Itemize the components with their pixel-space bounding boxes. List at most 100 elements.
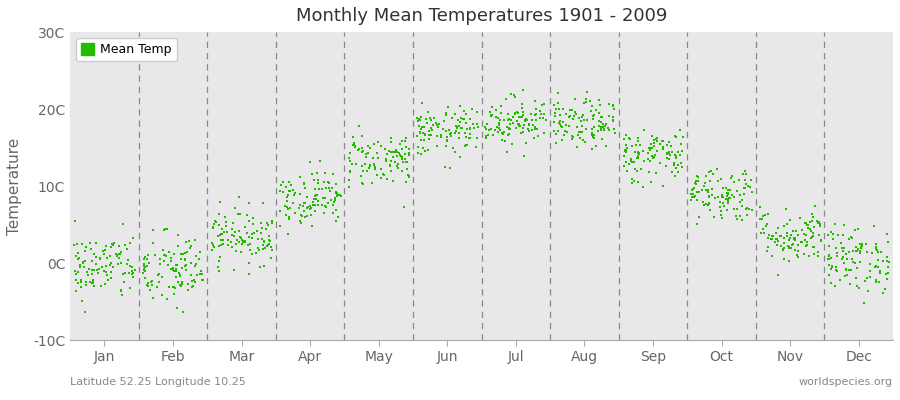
Point — [480, 126, 494, 132]
Point — [647, 137, 662, 143]
Point — [590, 128, 605, 134]
Point — [156, 246, 170, 253]
Point — [399, 159, 413, 165]
Point — [598, 123, 612, 130]
Point — [443, 131, 457, 138]
Point — [279, 184, 293, 190]
Point — [686, 186, 700, 192]
Point — [164, 266, 178, 272]
Point — [175, 265, 189, 271]
Point — [631, 155, 645, 161]
Point — [360, 143, 374, 149]
Point — [298, 214, 312, 220]
Point — [100, 272, 114, 278]
Point — [701, 187, 716, 193]
Point — [551, 128, 565, 134]
Point — [740, 205, 754, 211]
Point — [757, 230, 771, 237]
Point — [192, 256, 206, 262]
Point — [292, 174, 307, 180]
Point — [491, 129, 506, 136]
Point — [829, 244, 843, 251]
Point — [321, 184, 336, 191]
Point — [670, 149, 685, 155]
Point — [256, 239, 271, 246]
Point — [360, 150, 374, 156]
Point — [231, 239, 246, 245]
Point — [631, 179, 645, 186]
Point — [708, 195, 723, 201]
Point — [386, 154, 400, 160]
Point — [86, 270, 100, 277]
Point — [770, 272, 785, 278]
Point — [310, 202, 325, 208]
Point — [587, 123, 601, 130]
Point — [230, 248, 244, 254]
Point — [282, 206, 296, 213]
Point — [148, 252, 163, 259]
Point — [183, 245, 197, 252]
Point — [498, 137, 512, 144]
Point — [194, 277, 209, 284]
Point — [112, 243, 126, 250]
Point — [328, 197, 343, 203]
Point — [334, 193, 348, 199]
Point — [670, 153, 684, 159]
Point — [782, 244, 796, 250]
Point — [104, 260, 119, 266]
Point — [482, 127, 496, 133]
Point — [528, 117, 543, 123]
Point — [870, 264, 885, 270]
Point — [511, 122, 526, 129]
Point — [745, 207, 760, 214]
Point — [120, 246, 134, 252]
Point — [411, 144, 426, 150]
Point — [527, 124, 542, 130]
Point — [343, 168, 357, 174]
Point — [311, 180, 326, 186]
Point — [279, 211, 293, 218]
Point — [492, 122, 507, 128]
Point — [242, 218, 256, 225]
Point — [208, 218, 222, 224]
Point — [346, 134, 360, 140]
Point — [374, 174, 388, 181]
Point — [784, 232, 798, 238]
Point — [355, 173, 369, 179]
Point — [187, 237, 202, 243]
Point — [320, 184, 334, 191]
Point — [788, 235, 802, 242]
Point — [400, 158, 414, 165]
Point — [114, 260, 129, 266]
Point — [411, 150, 426, 156]
Point — [297, 208, 311, 214]
Point — [309, 196, 323, 202]
Point — [601, 101, 616, 107]
Point — [126, 273, 140, 280]
Point — [321, 179, 336, 186]
Point — [205, 246, 220, 253]
Point — [446, 114, 460, 121]
Point — [736, 191, 751, 197]
Point — [83, 240, 97, 246]
Point — [170, 279, 184, 285]
Point — [89, 240, 104, 246]
Point — [547, 128, 562, 134]
Point — [706, 171, 720, 178]
Point — [517, 153, 531, 159]
Point — [821, 255, 835, 262]
Point — [596, 121, 610, 127]
Point — [220, 237, 235, 244]
Point — [845, 256, 859, 262]
Point — [558, 128, 572, 134]
Point — [549, 131, 563, 137]
Point — [825, 236, 840, 242]
Point — [495, 130, 509, 136]
Point — [848, 226, 862, 233]
Point — [418, 131, 432, 138]
Title: Monthly Mean Temperatures 1901 - 2009: Monthly Mean Temperatures 1901 - 2009 — [296, 7, 667, 25]
Point — [84, 246, 98, 252]
Point — [655, 145, 670, 152]
Point — [881, 264, 896, 270]
Point — [846, 248, 860, 254]
